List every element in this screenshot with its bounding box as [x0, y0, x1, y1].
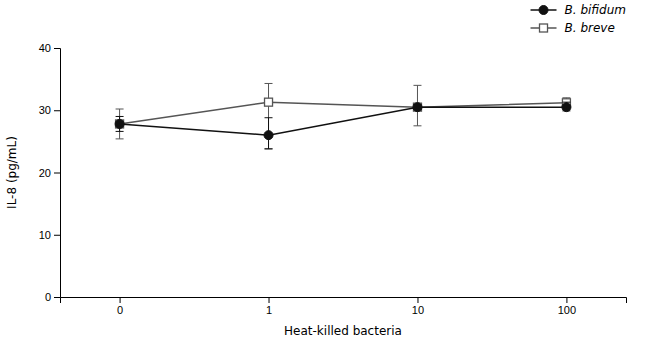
- legend: B. bifidum B. breve: [531, 3, 626, 35]
- error-bar: [116, 109, 124, 139]
- error-bar: [562, 102, 570, 111]
- point: [115, 119, 124, 128]
- x-tick: 10: [412, 297, 424, 316]
- error-bar: [413, 85, 421, 125]
- plot: 0 1 10 100 0 10 20 30 40: [39, 42, 627, 316]
- y-tick: 20: [39, 167, 60, 179]
- series-line: [120, 107, 567, 135]
- y-tick-label: 10: [39, 229, 51, 241]
- y-tick: 10: [39, 229, 60, 241]
- y-tick-label: 20: [39, 167, 51, 179]
- legend-label: B. bifidum: [565, 3, 626, 17]
- marks: [115, 83, 571, 148]
- legend-label: B. breve: [565, 21, 615, 35]
- y-tick-mark: [54, 110, 60, 111]
- series: [115, 102, 571, 149]
- point: [265, 98, 273, 106]
- error-bar: [265, 83, 273, 148]
- error-bar: [116, 116, 124, 131]
- error-bar: [265, 118, 273, 149]
- legend-item: B. bifidum: [531, 3, 626, 17]
- point: [413, 103, 421, 111]
- y-axis-line: [54, 49, 61, 298]
- y-tick-label: 40: [39, 42, 51, 54]
- x-axis-title: Heat-killed bacteria: [284, 324, 402, 338]
- y-tick-label: 0: [45, 291, 51, 303]
- y-tick-mark: [54, 235, 60, 236]
- y-tick-mark: [54, 173, 60, 174]
- x-tick-label: 1: [266, 304, 272, 316]
- x-tick: 1: [266, 297, 272, 316]
- x-tick-mark: [269, 297, 270, 303]
- y-tick-mark: [54, 48, 60, 49]
- point: [413, 103, 422, 112]
- x-axis-line: [61, 298, 627, 304]
- y-axis: 0 10 20 30 40: [39, 42, 61, 303]
- y-tick: 0: [45, 291, 60, 303]
- y-tick-mark: [54, 297, 60, 298]
- x-axis: 0 1 10 100: [61, 297, 627, 316]
- x-tick-label: 0: [117, 304, 123, 316]
- x-tick: 100: [558, 297, 576, 316]
- chart: 0 1 10 100 0 10 20 30 40 Heat-killed bacteria IL-8…: [0, 0, 650, 345]
- point: [116, 120, 124, 128]
- x-tick-mark: [566, 297, 567, 303]
- y-tick-label: 30: [39, 104, 51, 116]
- y-tick: 40: [39, 42, 60, 54]
- x-tick-mark: [417, 297, 418, 303]
- point: [562, 103, 571, 112]
- legend-marker: [539, 6, 548, 15]
- y-axis-title: IL-8 (pg/mL): [5, 136, 19, 209]
- y-tick: 30: [39, 104, 60, 116]
- x-tick-label: 10: [412, 304, 424, 316]
- legend-item: B. breve: [531, 21, 615, 35]
- series: [116, 83, 571, 148]
- x-tick: 0: [117, 297, 123, 316]
- x-tick-label: 100: [558, 304, 576, 316]
- point: [264, 131, 273, 140]
- x-tick-mark: [120, 297, 121, 303]
- legend-marker: [540, 24, 548, 32]
